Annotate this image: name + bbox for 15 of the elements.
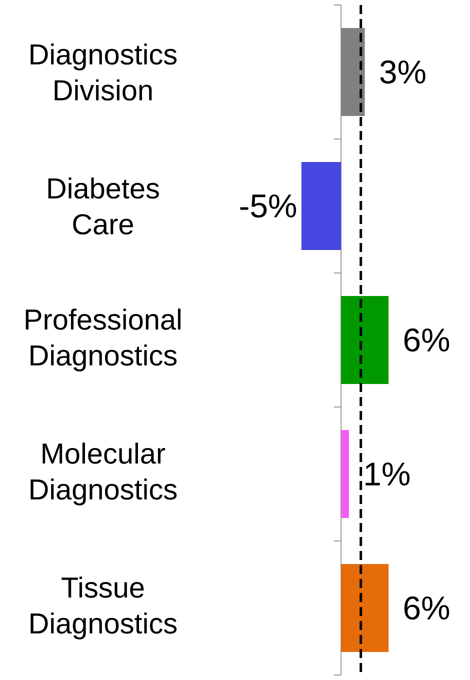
bar [341,564,389,652]
bar [301,162,342,250]
data-label: 6% [404,328,450,352]
y-tick-label: Tissue Diagnostics [30,576,177,640]
data-label: 1% [366,462,410,486]
data-label: 6% [404,596,450,620]
bar [341,28,365,116]
y-tick-label: Professional Diagnostics [26,308,181,372]
y-tick-label: Diagnostics Division [30,43,177,101]
y-tick-label: Diabetes Care [48,177,159,235]
data-label: -5% [240,194,296,218]
y-tick-label: Molecular Diagnostics [30,442,177,506]
bar [341,430,349,518]
data-label: 3% [380,60,426,84]
bar [341,296,389,384]
